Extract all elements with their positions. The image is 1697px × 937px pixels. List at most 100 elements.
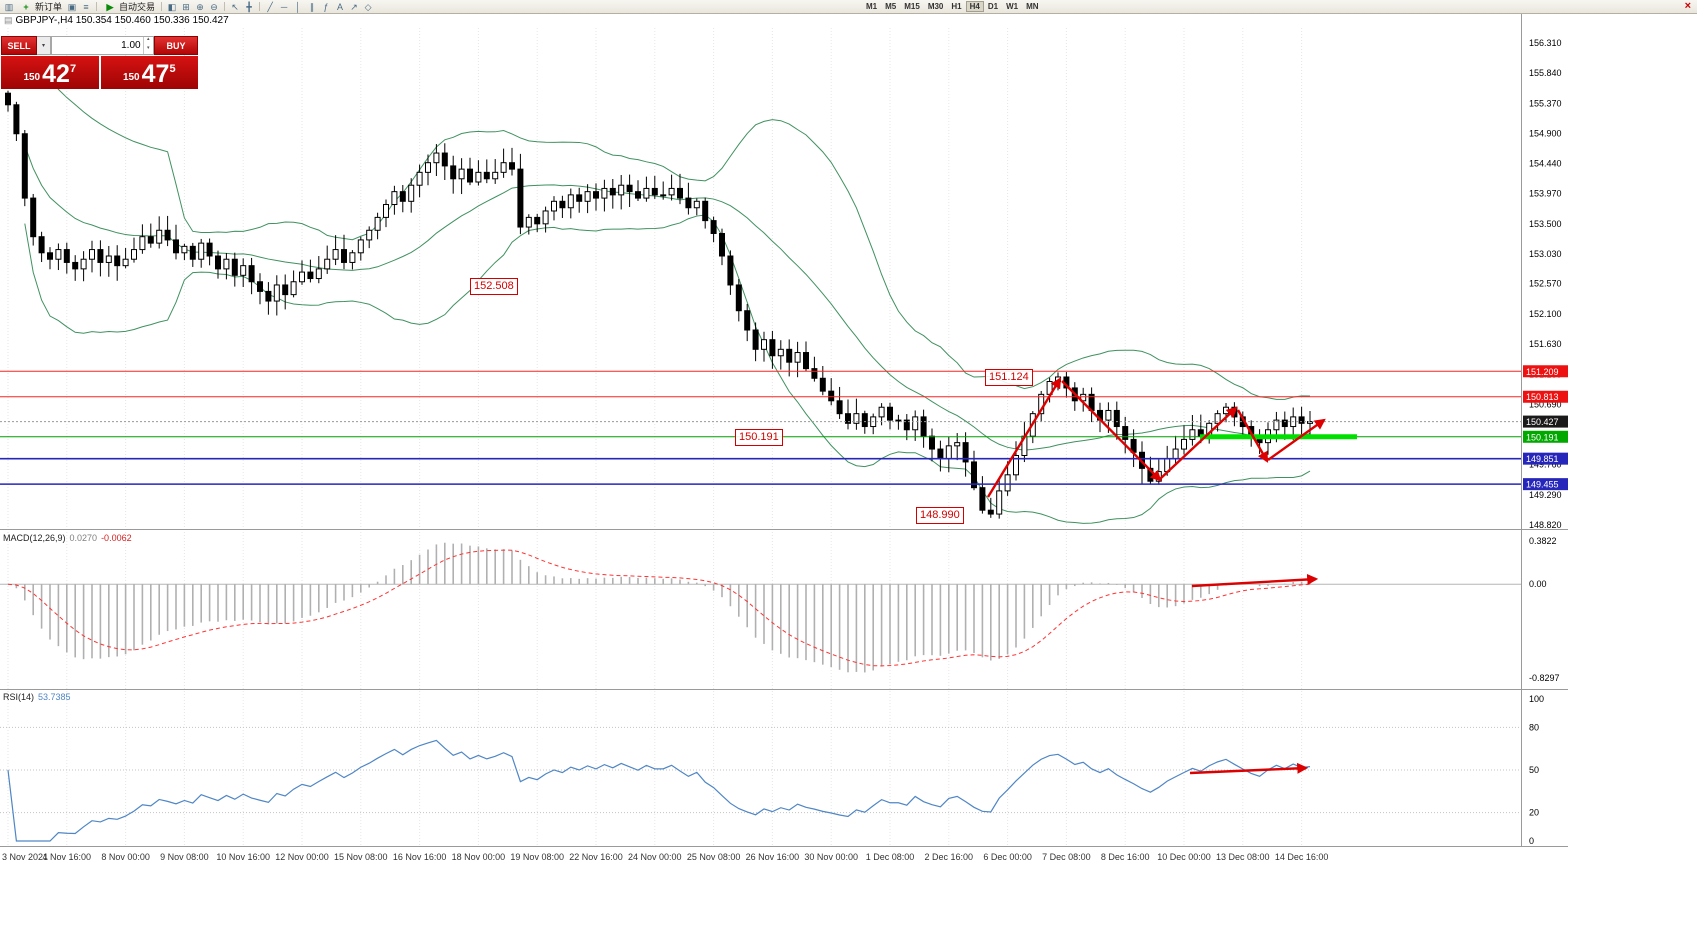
svg-text:150.813: 150.813 bbox=[1526, 392, 1559, 402]
svg-text:25 Nov 08:00: 25 Nov 08:00 bbox=[687, 852, 741, 862]
svg-text:8 Dec 16:00: 8 Dec 16:00 bbox=[1101, 852, 1150, 862]
sell-price-panel[interactable]: 150 42 7 bbox=[1, 56, 99, 89]
svg-text:151.630: 151.630 bbox=[1529, 339, 1562, 349]
bar-chart-icon: ▤ bbox=[4, 15, 13, 25]
spin-up-icon[interactable]: ▴ bbox=[147, 36, 150, 42]
toolbar-separator bbox=[259, 2, 261, 11]
price-annotation-label[interactable]: 151.124 bbox=[985, 369, 1033, 386]
sell-price-prefix: 150 bbox=[23, 72, 41, 83]
svg-text:9 Nov 08:00: 9 Nov 08:00 bbox=[160, 852, 209, 862]
svg-text:0.00: 0.00 bbox=[1529, 579, 1547, 589]
svg-text:50: 50 bbox=[1529, 765, 1539, 775]
svg-text:19 Nov 08:00: 19 Nov 08:00 bbox=[510, 852, 564, 862]
svg-text:2 Dec 16:00: 2 Dec 16:00 bbox=[925, 852, 974, 862]
cursor-icon[interactable]: ↖ bbox=[231, 1, 239, 12]
macd-name: MACD(12,26,9) bbox=[3, 533, 66, 543]
macd-main-value: 0.0270 bbox=[69, 533, 98, 543]
svg-text:149.290: 149.290 bbox=[1529, 490, 1562, 500]
macd-axis: 0.3822 0.00 -0.8297 bbox=[1529, 536, 1560, 683]
buy-price-panel[interactable]: 150 47 5 bbox=[100, 56, 198, 89]
tf-d1[interactable]: D1 bbox=[987, 2, 999, 11]
watch-list-icon[interactable]: ≡ bbox=[83, 1, 89, 12]
rsi-label: RSI(14) 53.7385 bbox=[3, 692, 71, 702]
svg-text:155.370: 155.370 bbox=[1529, 98, 1562, 108]
candlestick-series bbox=[5, 90, 1313, 519]
price-tags: 151.209 150.813 150.427 150.191 149.851 149.4… bbox=[1523, 365, 1568, 491]
volume-input[interactable] bbox=[52, 37, 143, 54]
toolbar: ▥ + 新订单 ▣ ≡ ▶ 自动交易 ◧ ⊞ ⊕ ⊖ ↖ ╋ ╱ ─ │ ∥ ƒ… bbox=[0, 0, 1697, 14]
buy-price-prefix: 150 bbox=[122, 72, 140, 83]
buy-button[interactable]: BUY bbox=[154, 36, 198, 55]
spin-down-icon[interactable]: ▾ bbox=[147, 44, 150, 51]
svg-text:153.970: 153.970 bbox=[1529, 189, 1562, 199]
shapes-icon[interactable]: ◇ bbox=[364, 1, 372, 12]
tf-m5[interactable]: M5 bbox=[885, 2, 897, 11]
price-annotation-label[interactable]: 152.508 bbox=[470, 278, 518, 295]
tile-windows-icon[interactable]: ◧ bbox=[167, 1, 177, 12]
candlestick-chart-icon[interactable]: ▥ bbox=[4, 1, 14, 12]
svg-text:148.820: 148.820 bbox=[1529, 520, 1562, 530]
buy-price-sup: 5 bbox=[169, 63, 176, 75]
sell-price-sup: 7 bbox=[69, 63, 77, 75]
one-click-trading-widget: SELL ▾ ▴▾ BUY 150 42 7 150 47 5 bbox=[1, 36, 198, 89]
order-type-dropdown-icon[interactable]: ▾ bbox=[37, 36, 51, 55]
svg-text:153.030: 153.030 bbox=[1529, 249, 1562, 259]
pane-separators bbox=[0, 14, 1568, 847]
close-icon[interactable]: × bbox=[1684, 0, 1691, 12]
svg-text:150.191: 150.191 bbox=[1526, 432, 1559, 442]
svg-text:-0.8297: -0.8297 bbox=[1529, 673, 1560, 683]
svg-text:80: 80 bbox=[1529, 722, 1539, 732]
tf-h1[interactable]: H1 bbox=[951, 2, 962, 11]
macd-indicator bbox=[0, 542, 1521, 673]
price-annotation-label[interactable]: 148.990 bbox=[916, 507, 964, 524]
new-order-button[interactable]: + 新订单 bbox=[16, 1, 65, 13]
symbol-ohlc-text: GBPJPY-,H4 150.354 150.460 150.336 150.4… bbox=[15, 15, 229, 26]
svg-text:156.310: 156.310 bbox=[1529, 38, 1562, 48]
macd-label: MACD(12,26,9) 0.0270 -0.0062 bbox=[3, 533, 132, 543]
trendline-icon[interactable]: ╱ bbox=[267, 1, 273, 12]
svg-text:24 Nov 00:00: 24 Nov 00:00 bbox=[628, 852, 682, 862]
zoom-in-icon[interactable]: ⊕ bbox=[196, 1, 204, 12]
volume-stepper[interactable]: ▴ ▾ bbox=[142, 36, 153, 54]
auto-trading-button[interactable]: ▶ 自动交易 bbox=[100, 1, 158, 13]
vertical-line-icon[interactable]: │ bbox=[295, 1, 301, 12]
tf-w1[interactable]: W1 bbox=[1006, 2, 1019, 11]
rsi-name: RSI(14) bbox=[3, 692, 35, 702]
tf-m15[interactable]: M15 bbox=[904, 2, 920, 11]
tf-m1[interactable]: M1 bbox=[866, 2, 878, 11]
svg-text:4 Nov 16:00: 4 Nov 16:00 bbox=[43, 852, 92, 862]
rsi-axis: 100 80 50 20 0 bbox=[1529, 694, 1544, 846]
tf-mn[interactable]: MN bbox=[1026, 2, 1039, 11]
fibonacci-icon[interactable]: ƒ bbox=[323, 1, 329, 12]
tf-h4[interactable]: H4 bbox=[965, 1, 984, 12]
svg-text:151.209: 151.209 bbox=[1526, 367, 1559, 377]
svg-text:14 Dec 16:00: 14 Dec 16:00 bbox=[1275, 852, 1329, 862]
toolbar-separator bbox=[161, 2, 163, 11]
crosshair-icon[interactable]: ╋ bbox=[246, 1, 252, 12]
chart-window-icon[interactable]: ▣ bbox=[67, 1, 77, 12]
svg-text:149.851: 149.851 bbox=[1526, 454, 1559, 464]
arrow-tool-icon[interactable]: ↗ bbox=[350, 1, 358, 12]
macd-signal-value: -0.0062 bbox=[101, 533, 132, 543]
tf-m30[interactable]: M30 bbox=[927, 2, 944, 11]
cascade-windows-icon[interactable]: ⊞ bbox=[182, 1, 190, 12]
svg-text:20: 20 bbox=[1529, 808, 1539, 818]
svg-text:1 Dec 08:00: 1 Dec 08:00 bbox=[866, 852, 915, 862]
price-annotation-label[interactable]: 150.191 bbox=[735, 429, 783, 446]
svg-text:10 Nov 16:00: 10 Nov 16:00 bbox=[216, 852, 270, 862]
volume-box: ▴▾ bbox=[51, 36, 154, 55]
rsi-value: 53.7385 bbox=[38, 692, 71, 702]
svg-text:100: 100 bbox=[1529, 694, 1544, 704]
svg-text:12 Nov 00:00: 12 Nov 00:00 bbox=[275, 852, 329, 862]
svg-text:15 Nov 08:00: 15 Nov 08:00 bbox=[334, 852, 388, 862]
channel-icon[interactable]: ∥ bbox=[309, 1, 315, 12]
svg-text:22 Nov 16:00: 22 Nov 16:00 bbox=[569, 852, 623, 862]
svg-text:150.690: 150.690 bbox=[1529, 400, 1562, 410]
text-tool-icon[interactable]: A bbox=[337, 1, 344, 12]
sell-button[interactable]: SELL bbox=[1, 36, 37, 55]
zoom-out-icon[interactable]: ⊖ bbox=[210, 1, 218, 12]
horizontal-line-icon[interactable]: ─ bbox=[280, 1, 288, 12]
